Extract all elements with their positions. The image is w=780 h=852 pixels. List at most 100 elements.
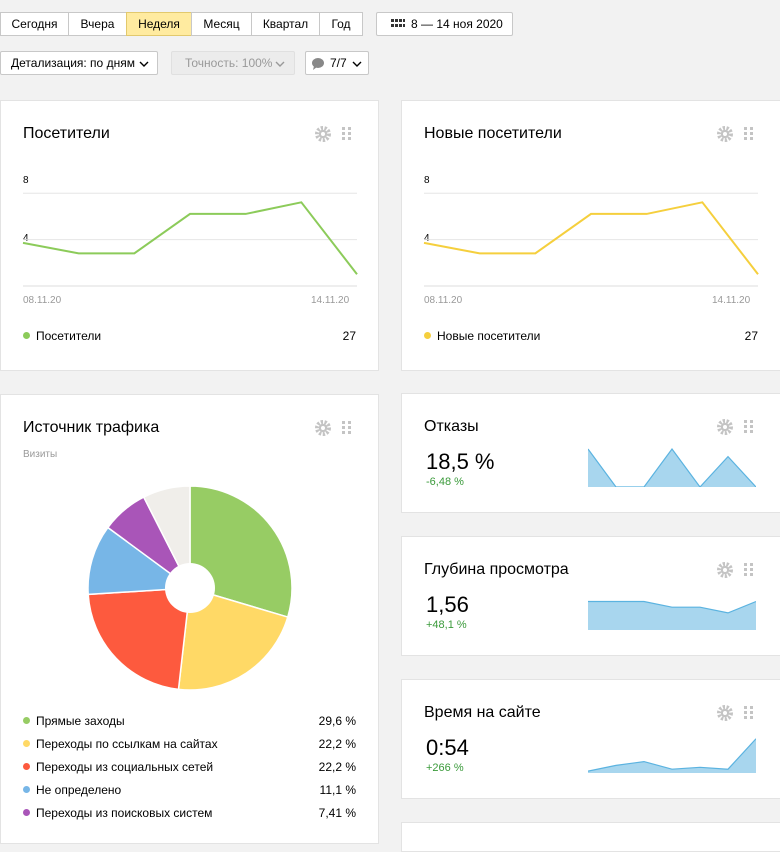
traffic-pie-chart <box>87 485 293 691</box>
gear-icon[interactable] <box>716 418 734 436</box>
traffic-source-widget: Источник трафика Визиты Прямые заходы 29… <box>0 394 379 844</box>
sparkline-line <box>588 738 756 772</box>
period-year[interactable]: Год <box>319 12 363 36</box>
widget-tools <box>314 125 354 143</box>
next-widget <box>401 822 780 852</box>
legend-item[interactable]: Переходы по ссылкам на сайтах <box>23 737 218 751</box>
legend-value: 22,2 % <box>318 760 356 774</box>
widget-title: Отказы <box>424 418 479 435</box>
y-tick-label: 8 <box>424 175 430 186</box>
pie-slice[interactable] <box>142 485 191 589</box>
legend-item[interactable]: Не определено <box>23 783 121 797</box>
drag-handle-icon[interactable] <box>744 127 754 141</box>
gear-icon[interactable] <box>716 704 734 722</box>
time-on-site-widget: Время на сайте 0:54 +266 % <box>401 679 780 799</box>
legend-item[interactable]: Новые посетители <box>424 329 540 343</box>
legend-value: 22,2 % <box>318 737 356 751</box>
x-end-label: 14.11.20 <box>311 295 350 306</box>
legend-dot <box>424 332 431 339</box>
legend-label: Новые посетители <box>437 329 541 343</box>
x-end-label: 14.11.20 <box>712 295 751 306</box>
legend-label: Прямые заходы <box>36 714 125 728</box>
accuracy-label: Точность: 100% <box>185 56 273 70</box>
widget-title: Новые посетители <box>424 125 562 142</box>
metric-delta: +266 % <box>426 762 464 774</box>
drag-handle-icon[interactable] <box>342 421 352 435</box>
y-tick-label: 4 <box>23 233 29 244</box>
calendar-icon <box>391 19 405 27</box>
period-month[interactable]: Месяц <box>191 12 252 36</box>
legend-label: Посетители <box>36 329 102 343</box>
comment-icon <box>312 58 324 70</box>
metric-delta: +48,1 % <box>426 619 467 631</box>
depth-widget: Глубина просмотра 1,56 +48,1 % <box>401 536 780 656</box>
drag-handle-icon[interactable] <box>744 706 754 720</box>
legend-label: Переходы из поисковых систем <box>36 806 213 820</box>
pie-slice[interactable] <box>87 526 193 596</box>
legend-dot <box>23 763 30 770</box>
gear-icon[interactable] <box>314 125 332 143</box>
widget-title: Посетители <box>23 125 110 142</box>
legend-value: 11,1 % <box>319 783 356 797</box>
metric-delta: -6,48 % <box>426 476 464 488</box>
series-line <box>423 201 759 275</box>
depth-sparkline <box>588 600 756 630</box>
legend-item[interactable]: Переходы из социальных сетей <box>23 760 213 774</box>
pie-slice[interactable] <box>189 485 293 619</box>
sparkline-area <box>588 601 756 630</box>
legend-total: 27 <box>342 329 356 343</box>
metric-value: 18,5 % <box>426 449 495 474</box>
widget-title: Источник трафика <box>23 419 160 436</box>
metric-value: 1,56 <box>426 592 469 617</box>
sparkline-line <box>588 600 756 614</box>
legend-item[interactable]: Переходы из поисковых систем <box>23 806 212 820</box>
legend-label: Не определено <box>36 783 122 797</box>
legend-label: Переходы по ссылкам на сайтах <box>36 737 218 751</box>
time-sparkline <box>588 738 756 773</box>
x-start-label: 08.11.20 <box>23 295 62 306</box>
gear-icon[interactable] <box>314 419 332 437</box>
period-today[interactable]: Сегодня <box>0 12 69 36</box>
widget-tools <box>716 704 756 722</box>
drag-handle-icon[interactable] <box>744 420 754 434</box>
widget-title: Глубина просмотра <box>424 561 569 578</box>
widget-tools <box>314 419 354 437</box>
series-line <box>22 201 358 275</box>
widget-tools <box>716 561 756 579</box>
legend-dot <box>23 786 30 793</box>
date-range-label: 8 — 14 ноя 2020 <box>411 17 503 31</box>
widget-subtitle: Визиты <box>23 449 58 460</box>
drag-handle-icon[interactable] <box>342 127 352 141</box>
metric-value: 0:54 <box>426 735 469 760</box>
drag-handle-icon[interactable] <box>744 563 754 577</box>
sparkline-line <box>588 447 756 487</box>
bounces-widget: Отказы 18,5 % -6,48 % <box>401 393 780 513</box>
legend-label: Переходы из социальных сетей <box>36 760 214 774</box>
legend-item[interactable]: Посетители <box>23 329 101 343</box>
new-visitors-widget: Новые посетители 8 4 08.11.20 14.11.20 Н… <box>401 100 780 371</box>
y-tick-label: 8 <box>23 175 29 186</box>
detail-label: Детализация: по дням <box>11 56 135 70</box>
pie-slice[interactable] <box>87 587 191 691</box>
detail-dropdown[interactable]: Детализация: по дням <box>0 51 158 75</box>
widget-tools <box>716 418 756 436</box>
period-quarter[interactable]: Квартал <box>251 12 320 36</box>
legend-dot <box>23 717 30 724</box>
widget-title: Время на сайте <box>424 704 541 721</box>
legend-total: 27 <box>744 329 758 343</box>
gear-icon[interactable] <box>716 561 734 579</box>
legend-dot <box>23 332 30 339</box>
segments-dropdown[interactable]: 7/7 <box>305 51 369 75</box>
period-week[interactable]: Неделя <box>126 12 192 36</box>
chevron-down-icon <box>139 61 149 67</box>
pie-slice[interactable] <box>177 587 289 691</box>
legend-item[interactable]: Прямые заходы <box>23 714 125 728</box>
date-range-button[interactable]: 8 — 14 ноя 2020 <box>376 12 513 36</box>
sparkline-area <box>588 738 756 773</box>
legend-dot <box>23 809 30 816</box>
legend-value: 29,6 % <box>318 714 356 728</box>
period-yesterday[interactable]: Вчера <box>68 12 127 36</box>
accuracy-dropdown[interactable]: Точность: 100% <box>171 51 295 75</box>
gear-icon[interactable] <box>716 125 734 143</box>
x-start-label: 08.11.20 <box>424 295 463 306</box>
